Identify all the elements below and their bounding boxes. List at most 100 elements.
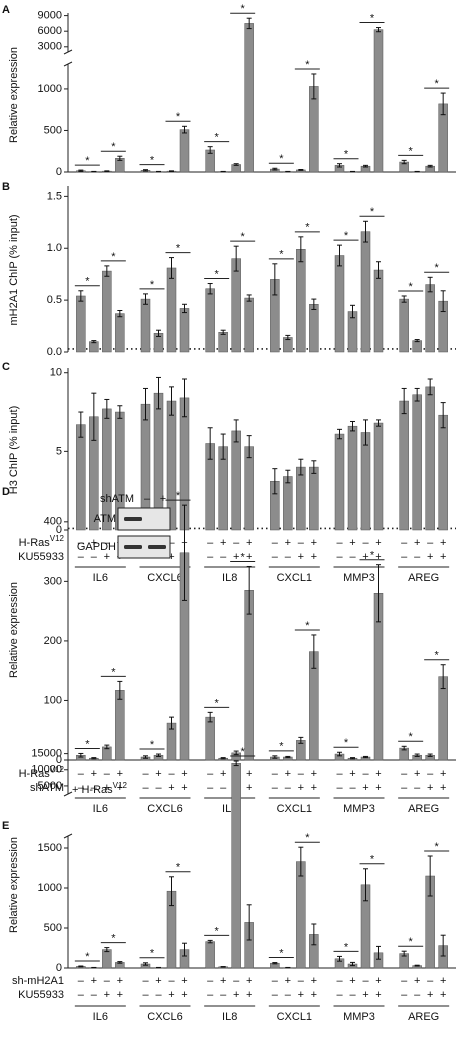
condition-sign: + <box>168 551 174 563</box>
bar <box>334 255 345 353</box>
error-bar <box>440 934 446 957</box>
error-bar <box>414 753 420 757</box>
error-bar <box>78 752 84 758</box>
significance-star: * <box>435 262 440 274</box>
condition-label: H-RasV12 <box>19 534 65 549</box>
condition-sign: + <box>246 782 252 794</box>
inset-header: shATM <box>100 493 134 505</box>
significance-star: * <box>150 155 155 167</box>
error-bar <box>233 419 239 443</box>
significance-star: * <box>241 551 246 563</box>
significance-star: * <box>435 78 440 90</box>
error-bar <box>233 750 239 756</box>
condition-sign: + <box>246 537 252 549</box>
condition-sign: + <box>311 537 317 549</box>
condition-sign: + <box>298 989 304 1001</box>
condition-sign: – <box>91 989 98 1001</box>
error-bar <box>220 757 226 760</box>
error-bar <box>298 736 304 744</box>
category-label: CXCL1 <box>277 572 312 584</box>
y-tick-label: 15000 <box>31 748 62 760</box>
bar <box>231 430 241 531</box>
panel-letter: A <box>2 4 10 16</box>
error-bar <box>233 163 239 166</box>
condition-sign: + <box>298 551 304 563</box>
error-bar <box>401 159 407 165</box>
condition-sign: + <box>440 975 446 987</box>
condition-sign: – <box>401 989 408 1001</box>
error-bar <box>337 751 342 757</box>
error-bar <box>427 164 433 168</box>
condition-sign: – <box>168 537 175 549</box>
category-label: MMP3 <box>343 803 375 815</box>
error-bar <box>207 427 213 460</box>
error-bar <box>363 868 368 902</box>
condition-sign: – <box>285 782 292 794</box>
error-bar <box>143 169 148 172</box>
significance-star: * <box>409 145 414 157</box>
significance-star: * <box>111 933 116 945</box>
error-bar <box>104 398 110 419</box>
error-bar <box>376 419 381 427</box>
error-bar <box>220 433 226 460</box>
error-bar <box>440 402 446 429</box>
condition-sign: + <box>220 975 226 987</box>
error-bar <box>414 964 420 967</box>
condition-sign: – <box>336 537 343 549</box>
condition-sign: + <box>362 551 368 563</box>
condition-sign: + <box>246 989 252 1001</box>
error-bar <box>311 460 317 474</box>
condition-sign: + <box>349 975 355 987</box>
bar <box>412 394 422 531</box>
condition-sign: – <box>272 768 279 780</box>
y-tick-label: 0.5 <box>47 294 62 306</box>
error-bar <box>169 257 174 279</box>
condition-label: sh-mH2A1 <box>12 975 64 987</box>
bar <box>140 298 151 353</box>
y-tick-label: 10 <box>50 367 62 379</box>
condition-sign: – <box>91 551 98 563</box>
condition-sign: – <box>336 768 343 780</box>
significance-star: * <box>344 230 349 242</box>
significance-star: * <box>215 132 220 144</box>
significance-star: * <box>176 862 181 874</box>
condition-sign: – <box>207 537 214 549</box>
y-tick-label: 3000 <box>38 41 62 53</box>
condition-sign: + <box>414 768 420 780</box>
significance-star: * <box>150 279 155 291</box>
y-tick-label: 0 <box>56 754 62 766</box>
condition-sign: – <box>78 537 85 549</box>
error-bar <box>272 755 278 759</box>
error-bar <box>401 950 407 957</box>
condition-sign: – <box>207 782 214 794</box>
inset-row-label: ATM <box>94 513 116 525</box>
condition-sign: + <box>233 551 239 563</box>
condition-sign: + <box>375 989 381 1001</box>
condition-sign: + <box>246 551 252 563</box>
condition-sign: + <box>298 782 304 794</box>
inset-row-label: GAPDH <box>77 541 116 553</box>
condition-sign: – <box>104 537 111 549</box>
condition-sign: – <box>401 551 408 563</box>
condition-sign: – <box>336 975 343 987</box>
error-bar <box>169 170 174 173</box>
bar <box>179 308 190 353</box>
bar <box>102 949 112 969</box>
condition-sign: + <box>285 768 291 780</box>
error-bar <box>414 339 420 343</box>
condition-sign: – <box>362 768 369 780</box>
error-bar <box>117 310 123 318</box>
condition-sign: + <box>311 975 317 987</box>
error-bar <box>350 304 355 319</box>
error-bar <box>298 169 304 171</box>
error-bar <box>285 755 291 759</box>
condition-sign: + <box>311 782 317 794</box>
condition-sign: + <box>181 782 187 794</box>
error-bar <box>233 245 239 272</box>
bar <box>373 422 384 531</box>
error-bar <box>78 290 84 302</box>
bar <box>76 295 86 353</box>
error-bar <box>376 261 381 279</box>
condition-label-main: KU55933 <box>18 989 64 1001</box>
condition-label: KU55933 <box>18 989 64 1001</box>
